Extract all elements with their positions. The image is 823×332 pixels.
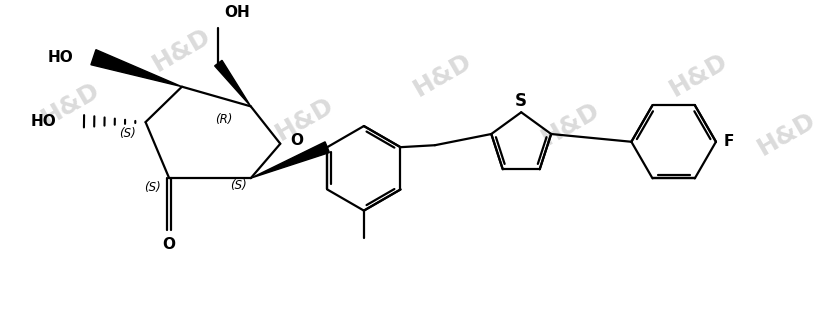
Text: (R): (R) xyxy=(216,113,233,125)
Text: (S): (S) xyxy=(144,182,160,195)
Text: H&D: H&D xyxy=(753,108,821,160)
Text: O: O xyxy=(163,236,175,252)
Text: H&D: H&D xyxy=(537,98,604,150)
Text: H&D: H&D xyxy=(409,49,476,101)
Text: H&D: H&D xyxy=(272,93,338,145)
Polygon shape xyxy=(91,50,182,87)
Text: H&D: H&D xyxy=(148,24,216,76)
Text: H&D: H&D xyxy=(665,49,732,101)
Text: O: O xyxy=(291,133,303,148)
Text: F: F xyxy=(723,134,734,149)
Text: OH: OH xyxy=(224,5,250,20)
Polygon shape xyxy=(215,60,251,106)
Polygon shape xyxy=(251,142,329,178)
Text: H&D: H&D xyxy=(37,78,105,130)
Text: HO: HO xyxy=(48,50,74,65)
Text: HO: HO xyxy=(30,114,56,128)
Text: (S): (S) xyxy=(119,127,137,140)
Text: S: S xyxy=(515,92,528,110)
Text: (S): (S) xyxy=(230,179,246,192)
